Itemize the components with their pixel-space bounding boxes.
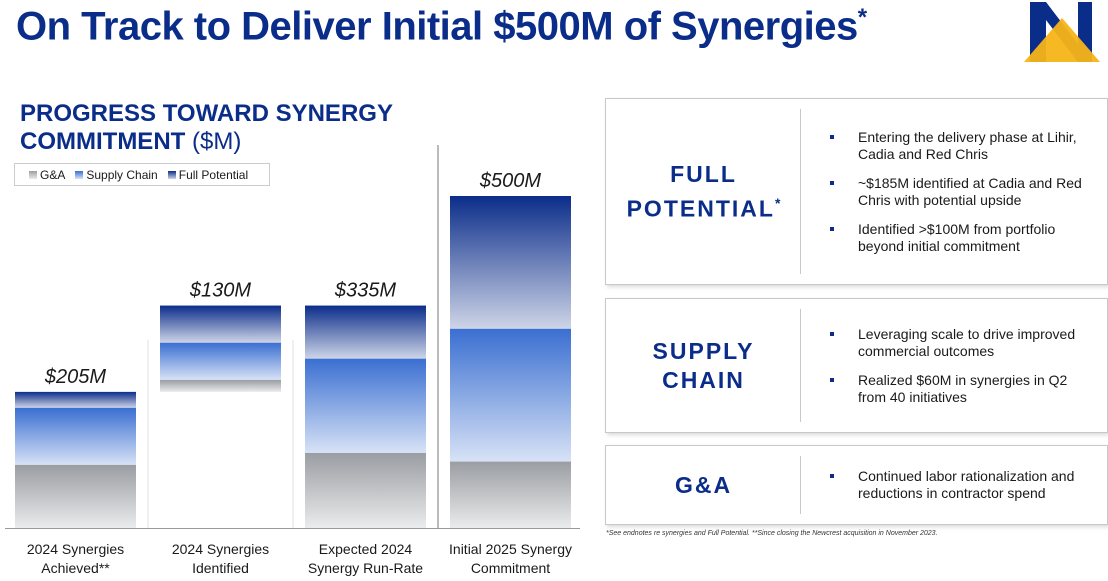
- logo-stroke: [1030, 2, 1046, 54]
- title-text: On Track to Deliver Initial $500M of Syn…: [16, 4, 858, 49]
- x-tick-label: Expected 2024 Synergy Run-Rate: [307, 541, 424, 576]
- heading-text: SUPPLY CHAIN: [652, 337, 755, 393]
- legend-label: Supply Chain: [86, 167, 158, 182]
- total-label: $500M: [479, 170, 541, 192]
- info-panel: G&A Continued labor rationalization and r…: [605, 445, 1108, 525]
- logo-triangle: [1024, 18, 1100, 62]
- bullet-list: Entering the delivery phase at Lihir, Ca…: [826, 99, 1086, 284]
- legend: G&A Supply Chain Full Potential: [14, 163, 270, 186]
- x-tick-label: 2024 Synergies Achieved**: [26, 541, 125, 576]
- panel-heading: SUPPLY CHAIN: [606, 299, 801, 432]
- panel-heading: FULL POTENTIAL*: [606, 99, 801, 284]
- bar-segment: [15, 391, 136, 408]
- chart-title-text: PROGRESS TOWARD SYNERGY COMMITMENT: [20, 100, 393, 155]
- bar-segment: [160, 305, 281, 343]
- chart: $205M $130M $335M $500M: [5, 145, 580, 529]
- legend-label: Full Potential: [178, 167, 249, 182]
- bullet: ~$185M identified at Cadia and Red Chris…: [826, 175, 1086, 209]
- panel-heading: G&A: [606, 446, 801, 524]
- bullet-list: Leveraging scale to drive improved comme…: [826, 299, 1086, 432]
- legend-swatch: [29, 170, 37, 179]
- title-mark: *: [857, 4, 867, 31]
- bar-segment: [160, 342, 281, 380]
- panel-divider: [800, 109, 801, 274]
- bullet: Leveraging scale to drive improved comme…: [826, 326, 1086, 360]
- legend-swatch: [75, 170, 84, 179]
- panel-divider: [800, 456, 801, 514]
- x-tick-label: Initial 2025 Synergy Commitment: [449, 541, 572, 576]
- bullet: Continued labor rationalization and redu…: [826, 468, 1086, 502]
- bar-segment: [15, 407, 136, 465]
- bar-segment: [305, 452, 426, 528]
- bar-segment: [305, 358, 426, 453]
- bullet: Identified >$100M from portfolio beyond …: [826, 221, 1086, 255]
- bar-segment: [450, 461, 571, 528]
- chart-title-unit: ($M): [191, 128, 242, 155]
- legend-swatch: [167, 170, 176, 179]
- bar-segment: [160, 379, 281, 392]
- bar-segment: [450, 328, 571, 462]
- bar-segment: [15, 464, 136, 528]
- total-label: $130M: [189, 280, 251, 302]
- legend-item: Full Potential: [167, 167, 249, 182]
- logo: [1024, 2, 1100, 62]
- chart-title: PROGRESS TOWARD SYNERGY COMMITMENT ($M): [20, 100, 440, 156]
- heading-text: FULL POTENTIAL: [626, 160, 775, 222]
- info-panel: SUPPLY CHAIN Leveraging scale to drive im…: [605, 298, 1108, 433]
- panel-heading-text: FULL POTENTIAL*: [624, 160, 784, 224]
- legend-item: G&A: [29, 168, 65, 182]
- x-tick-label: 2024 Synergies Identified: [171, 541, 270, 576]
- total-label: $205M: [44, 366, 106, 388]
- bar-segment: [305, 305, 426, 359]
- info-panel: FULL POTENTIAL* Entering the delivery pha…: [605, 98, 1108, 285]
- panel-heading-text: G&A: [624, 471, 784, 500]
- footnote: *See endnotes re synergies and Full Pote…: [606, 530, 938, 537]
- bullet: Realized $60M in synergies in Q2 from 40…: [826, 372, 1086, 406]
- legend-item: Supply Chain: [75, 167, 158, 182]
- slide-title: On Track to Deliver Initial $500M of Syn…: [16, 4, 867, 49]
- bullet-list: Continued labor rationalization and redu…: [826, 446, 1086, 524]
- panel-heading-text: SUPPLY CHAIN: [624, 337, 784, 395]
- bar-segment: [450, 196, 571, 329]
- panel-divider: [800, 309, 801, 422]
- bullet: Entering the delivery phase at Lihir, Ca…: [826, 129, 1086, 163]
- heading-mark: *: [774, 194, 781, 211]
- legend-label: G&A: [40, 167, 66, 182]
- heading-text: G&A: [674, 471, 733, 498]
- total-label: $335M: [334, 280, 396, 302]
